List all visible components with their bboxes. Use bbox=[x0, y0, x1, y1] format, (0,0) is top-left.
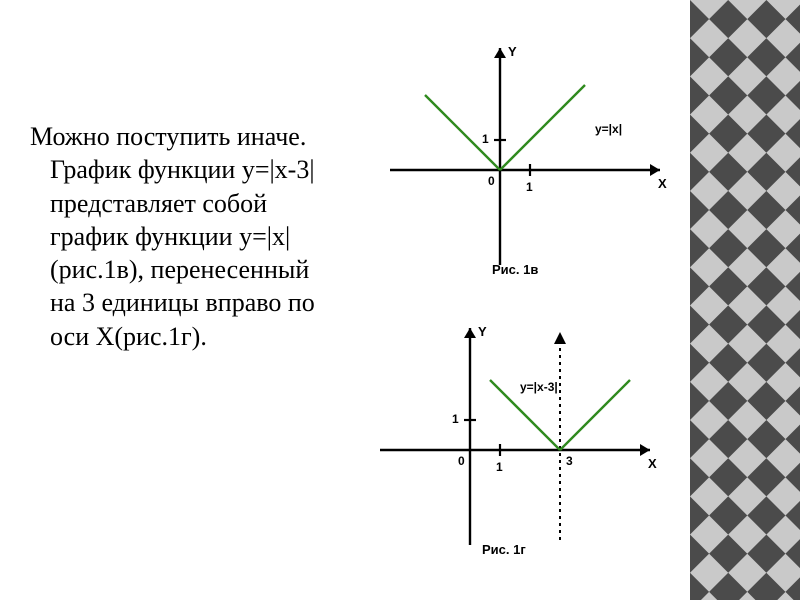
chart-bottom-caption: Рис. 1г bbox=[482, 542, 526, 557]
chart-bottom-x-axis-label: X bbox=[648, 456, 657, 471]
chart-top: Y X 0 1 1 y=|x| Рис. 1в bbox=[360, 30, 680, 275]
body-text: Можно поступить иначе. График функции y=… bbox=[30, 120, 335, 353]
slide: Можно поступить иначе. График функции y=… bbox=[0, 0, 800, 600]
chart-bottom-xtick-1: 1 bbox=[496, 460, 503, 474]
chart-bottom: Y X 0 1 3 1 y=|x-3| Рис. 1г bbox=[360, 310, 680, 555]
body-text-content: Можно поступить иначе. График функции y=… bbox=[30, 120, 335, 353]
chart-top-x-axis-label: X bbox=[658, 176, 667, 191]
content-area: Можно поступить иначе. График функции y=… bbox=[0, 0, 690, 600]
chart-top-origin-label: 0 bbox=[488, 174, 495, 188]
chart-top-caption: Рис. 1в bbox=[492, 262, 538, 277]
chart-bottom-ytick-1: 1 bbox=[452, 412, 459, 426]
chart-top-y-axis-label: Y bbox=[508, 44, 517, 59]
chart-top-xtick-1: 1 bbox=[526, 180, 533, 194]
chart-bottom-func-label: y=|x-3| bbox=[520, 380, 558, 394]
chart-bottom-xtick-3: 3 bbox=[566, 454, 573, 468]
chart-area: Y X 0 1 1 y=|x| Рис. 1в bbox=[360, 30, 680, 570]
chart-bottom-origin-label: 0 bbox=[458, 454, 465, 468]
chart-bottom-svg bbox=[360, 310, 680, 555]
chart-top-func-label: y=|x| bbox=[595, 122, 622, 136]
chart-top-ytick-1: 1 bbox=[482, 132, 489, 146]
chart-bottom-y-axis-label: Y bbox=[478, 324, 487, 339]
checker-strip bbox=[690, 0, 800, 600]
chart-top-svg bbox=[360, 30, 680, 275]
